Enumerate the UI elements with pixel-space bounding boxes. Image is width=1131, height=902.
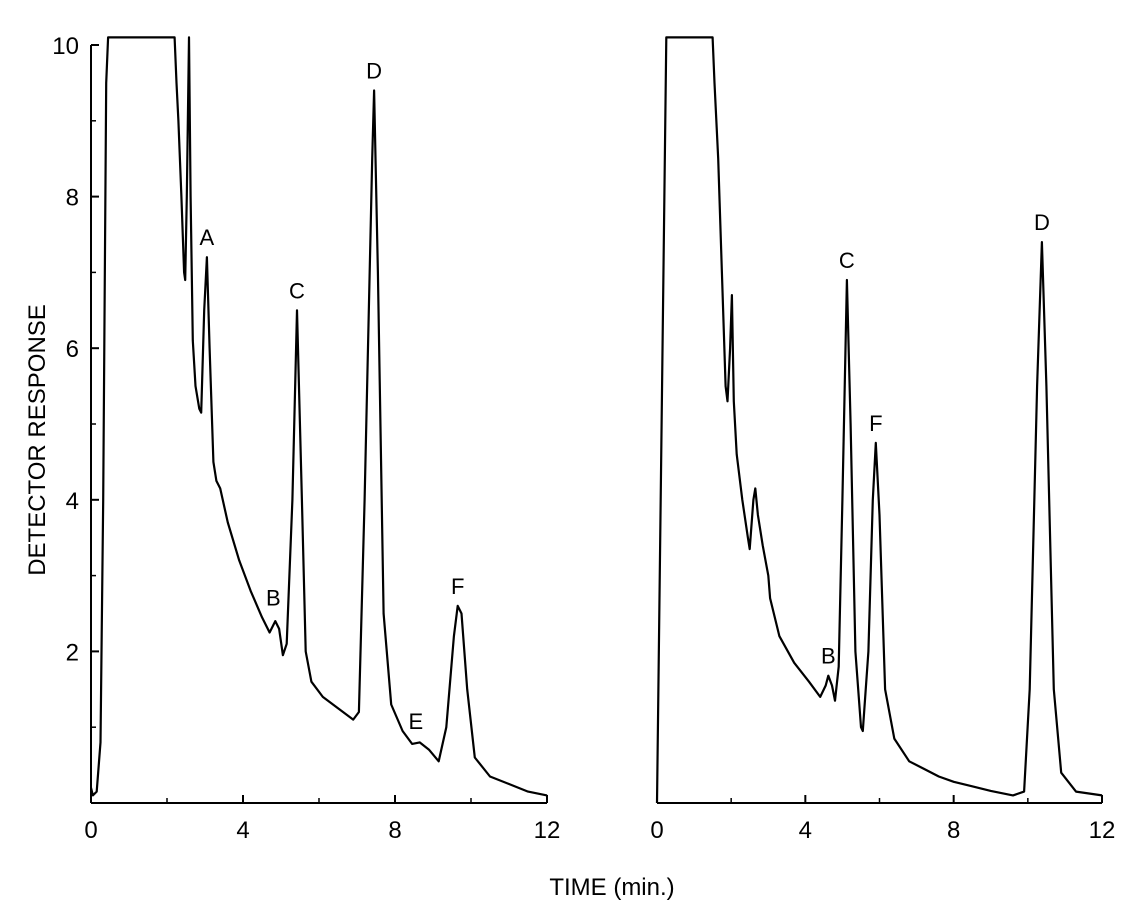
chromatogram-trace	[655, 36, 1103, 804]
peak-label-b: B	[821, 644, 836, 669]
left-chromatogram-panel: 0 4 8 12 2 4 6 8 10 A B C D E F	[52, 33, 560, 844]
x-tick-label: 4	[799, 817, 812, 844]
x-tick-label: 0	[84, 817, 97, 844]
y-tick-label: 4	[66, 488, 79, 515]
peak-label-f: F	[869, 411, 882, 436]
peak-label-c: C	[289, 278, 305, 303]
y-tick-label: 10	[52, 33, 79, 60]
x-tick-label: 8	[947, 817, 960, 844]
chromatogram-trace	[89, 36, 548, 797]
x-axis-label: TIME (min.)	[549, 874, 674, 901]
peak-label-e: E	[409, 709, 424, 734]
right-chromatogram-panel: 0 4 8 12 B C F D	[650, 36, 1116, 844]
y-tick-label: 6	[66, 336, 79, 363]
x-tick-label: 4	[236, 817, 249, 844]
y-axis-label: DETECTOR RESPONSE	[24, 304, 51, 576]
x-tick-label: 12	[1089, 817, 1116, 844]
peak-label-f: F	[451, 574, 464, 599]
peak-label-d: D	[366, 58, 382, 83]
x-tick-label: 0	[650, 817, 663, 844]
peak-label-d: D	[1034, 210, 1050, 235]
y-tick-label: 2	[66, 639, 79, 666]
peak-label-a: A	[200, 225, 215, 250]
x-tick-label: 12	[534, 817, 561, 844]
peak-label-c: C	[839, 248, 855, 273]
peak-label-b: B	[266, 585, 281, 610]
x-tick-label: 8	[388, 817, 401, 844]
y-tick-label: 8	[66, 185, 79, 212]
